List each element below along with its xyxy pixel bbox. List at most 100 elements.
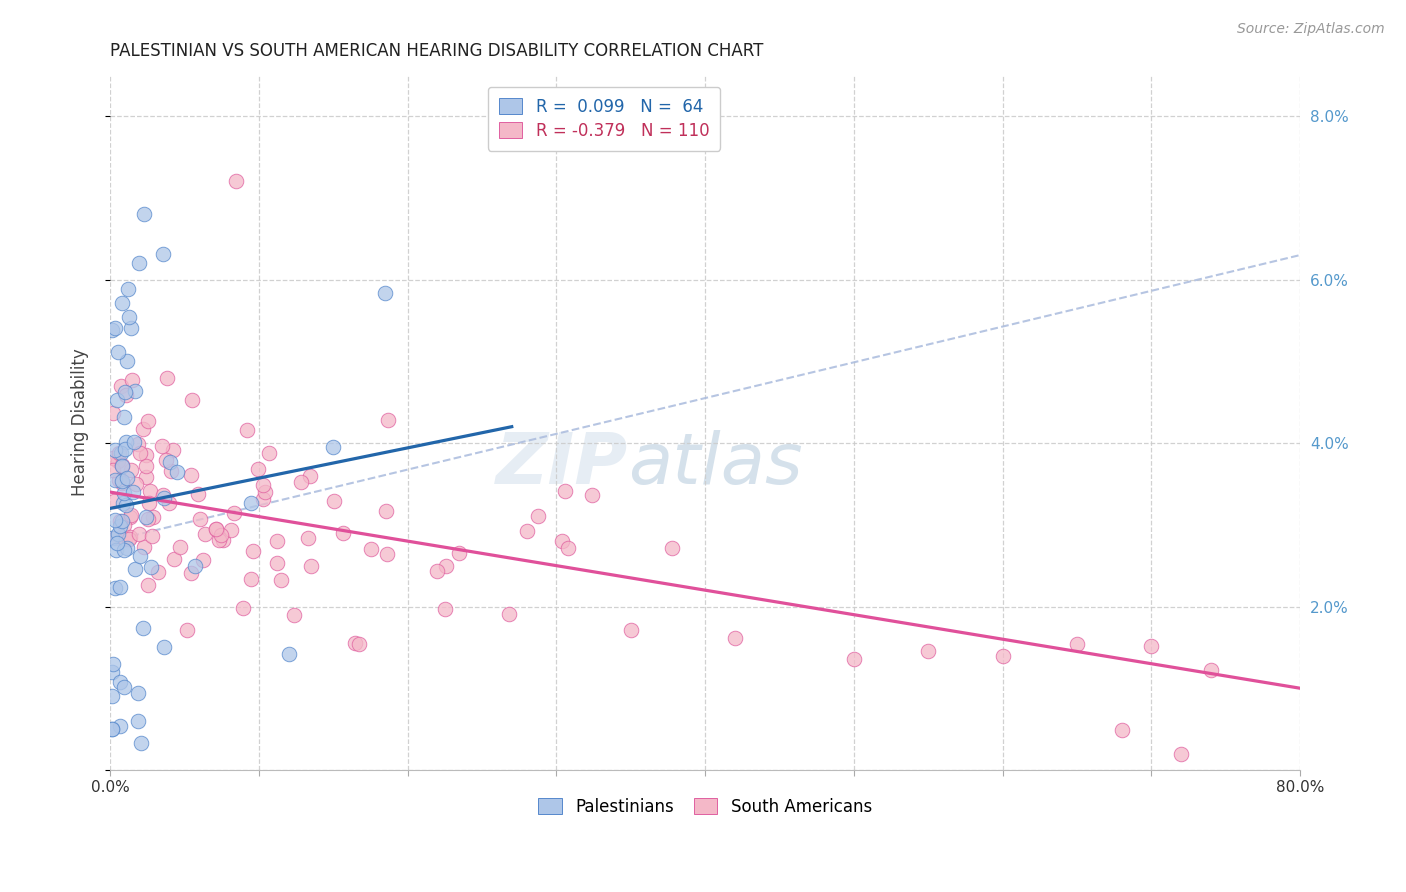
Point xyxy=(146,565,169,579)
Point xyxy=(104,531,127,545)
Point xyxy=(150,439,173,453)
Point xyxy=(349,638,371,652)
Point xyxy=(124,384,146,398)
Point xyxy=(190,512,212,526)
Point xyxy=(101,450,124,465)
Point xyxy=(142,510,165,524)
Point xyxy=(107,345,129,359)
Point xyxy=(141,529,163,543)
Point xyxy=(266,534,288,549)
Point xyxy=(111,458,134,473)
Point xyxy=(152,488,174,502)
Point xyxy=(129,446,152,460)
Point xyxy=(101,405,124,419)
Point xyxy=(187,487,209,501)
Point xyxy=(135,470,157,484)
Point xyxy=(270,573,292,587)
Point xyxy=(344,635,367,649)
Point xyxy=(104,542,127,557)
Point xyxy=(169,540,191,554)
Point xyxy=(180,566,202,581)
Point xyxy=(620,623,643,637)
Point xyxy=(112,543,135,558)
Point xyxy=(100,531,122,545)
Point xyxy=(290,475,312,489)
Point xyxy=(105,392,128,407)
Point xyxy=(104,581,127,595)
Point xyxy=(322,440,344,454)
Point xyxy=(103,494,125,508)
Point xyxy=(114,387,136,401)
Point xyxy=(117,282,139,296)
Point xyxy=(225,174,247,188)
Point xyxy=(107,526,129,541)
Point xyxy=(100,722,122,736)
Point xyxy=(205,522,228,536)
Point xyxy=(101,323,124,337)
Point xyxy=(516,524,538,539)
Point xyxy=(991,648,1014,663)
Point xyxy=(152,247,174,261)
Point xyxy=(254,484,277,499)
Point xyxy=(118,530,141,544)
Point xyxy=(103,657,125,671)
Point xyxy=(252,478,274,492)
Point xyxy=(180,467,202,482)
Point xyxy=(127,714,149,728)
Point xyxy=(114,434,136,449)
Point xyxy=(110,675,132,690)
Point xyxy=(104,442,127,457)
Point xyxy=(100,665,122,680)
Point xyxy=(208,533,231,547)
Point xyxy=(551,533,574,548)
Point xyxy=(160,464,183,478)
Point xyxy=(121,485,143,500)
Point xyxy=(101,463,124,477)
Point xyxy=(132,207,155,221)
Point xyxy=(108,446,131,460)
Point xyxy=(136,512,159,526)
Point xyxy=(242,544,264,558)
Point xyxy=(121,373,143,387)
Point xyxy=(128,256,150,270)
Point xyxy=(374,285,396,300)
Point xyxy=(236,423,259,437)
Point xyxy=(252,491,274,506)
Point xyxy=(136,578,159,592)
Point xyxy=(332,526,354,541)
Point xyxy=(111,458,134,473)
Point xyxy=(125,477,148,491)
Point xyxy=(103,474,125,488)
Point xyxy=(447,546,470,560)
Point xyxy=(112,517,135,532)
Point xyxy=(136,414,159,428)
Point xyxy=(120,321,142,335)
Point xyxy=(118,510,141,524)
Point xyxy=(103,321,125,335)
Point xyxy=(377,413,399,427)
Point xyxy=(134,540,156,554)
Text: ZIP: ZIP xyxy=(495,430,628,499)
Point xyxy=(120,508,142,522)
Point xyxy=(112,486,135,500)
Point xyxy=(111,514,134,528)
Point xyxy=(297,531,319,545)
Point xyxy=(163,551,186,566)
Point xyxy=(184,559,207,574)
Point xyxy=(114,384,136,399)
Point xyxy=(209,528,232,542)
Point xyxy=(115,471,138,485)
Point xyxy=(162,443,184,458)
Point xyxy=(152,640,174,655)
Point xyxy=(132,422,155,436)
Point xyxy=(426,564,449,578)
Text: Source: ZipAtlas.com: Source: ZipAtlas.com xyxy=(1237,22,1385,37)
Point xyxy=(219,523,242,537)
Point xyxy=(724,631,747,645)
Point xyxy=(114,532,136,546)
Point xyxy=(124,561,146,575)
Point xyxy=(117,354,139,368)
Point xyxy=(259,446,281,460)
Point xyxy=(1199,664,1222,678)
Point xyxy=(375,547,398,561)
